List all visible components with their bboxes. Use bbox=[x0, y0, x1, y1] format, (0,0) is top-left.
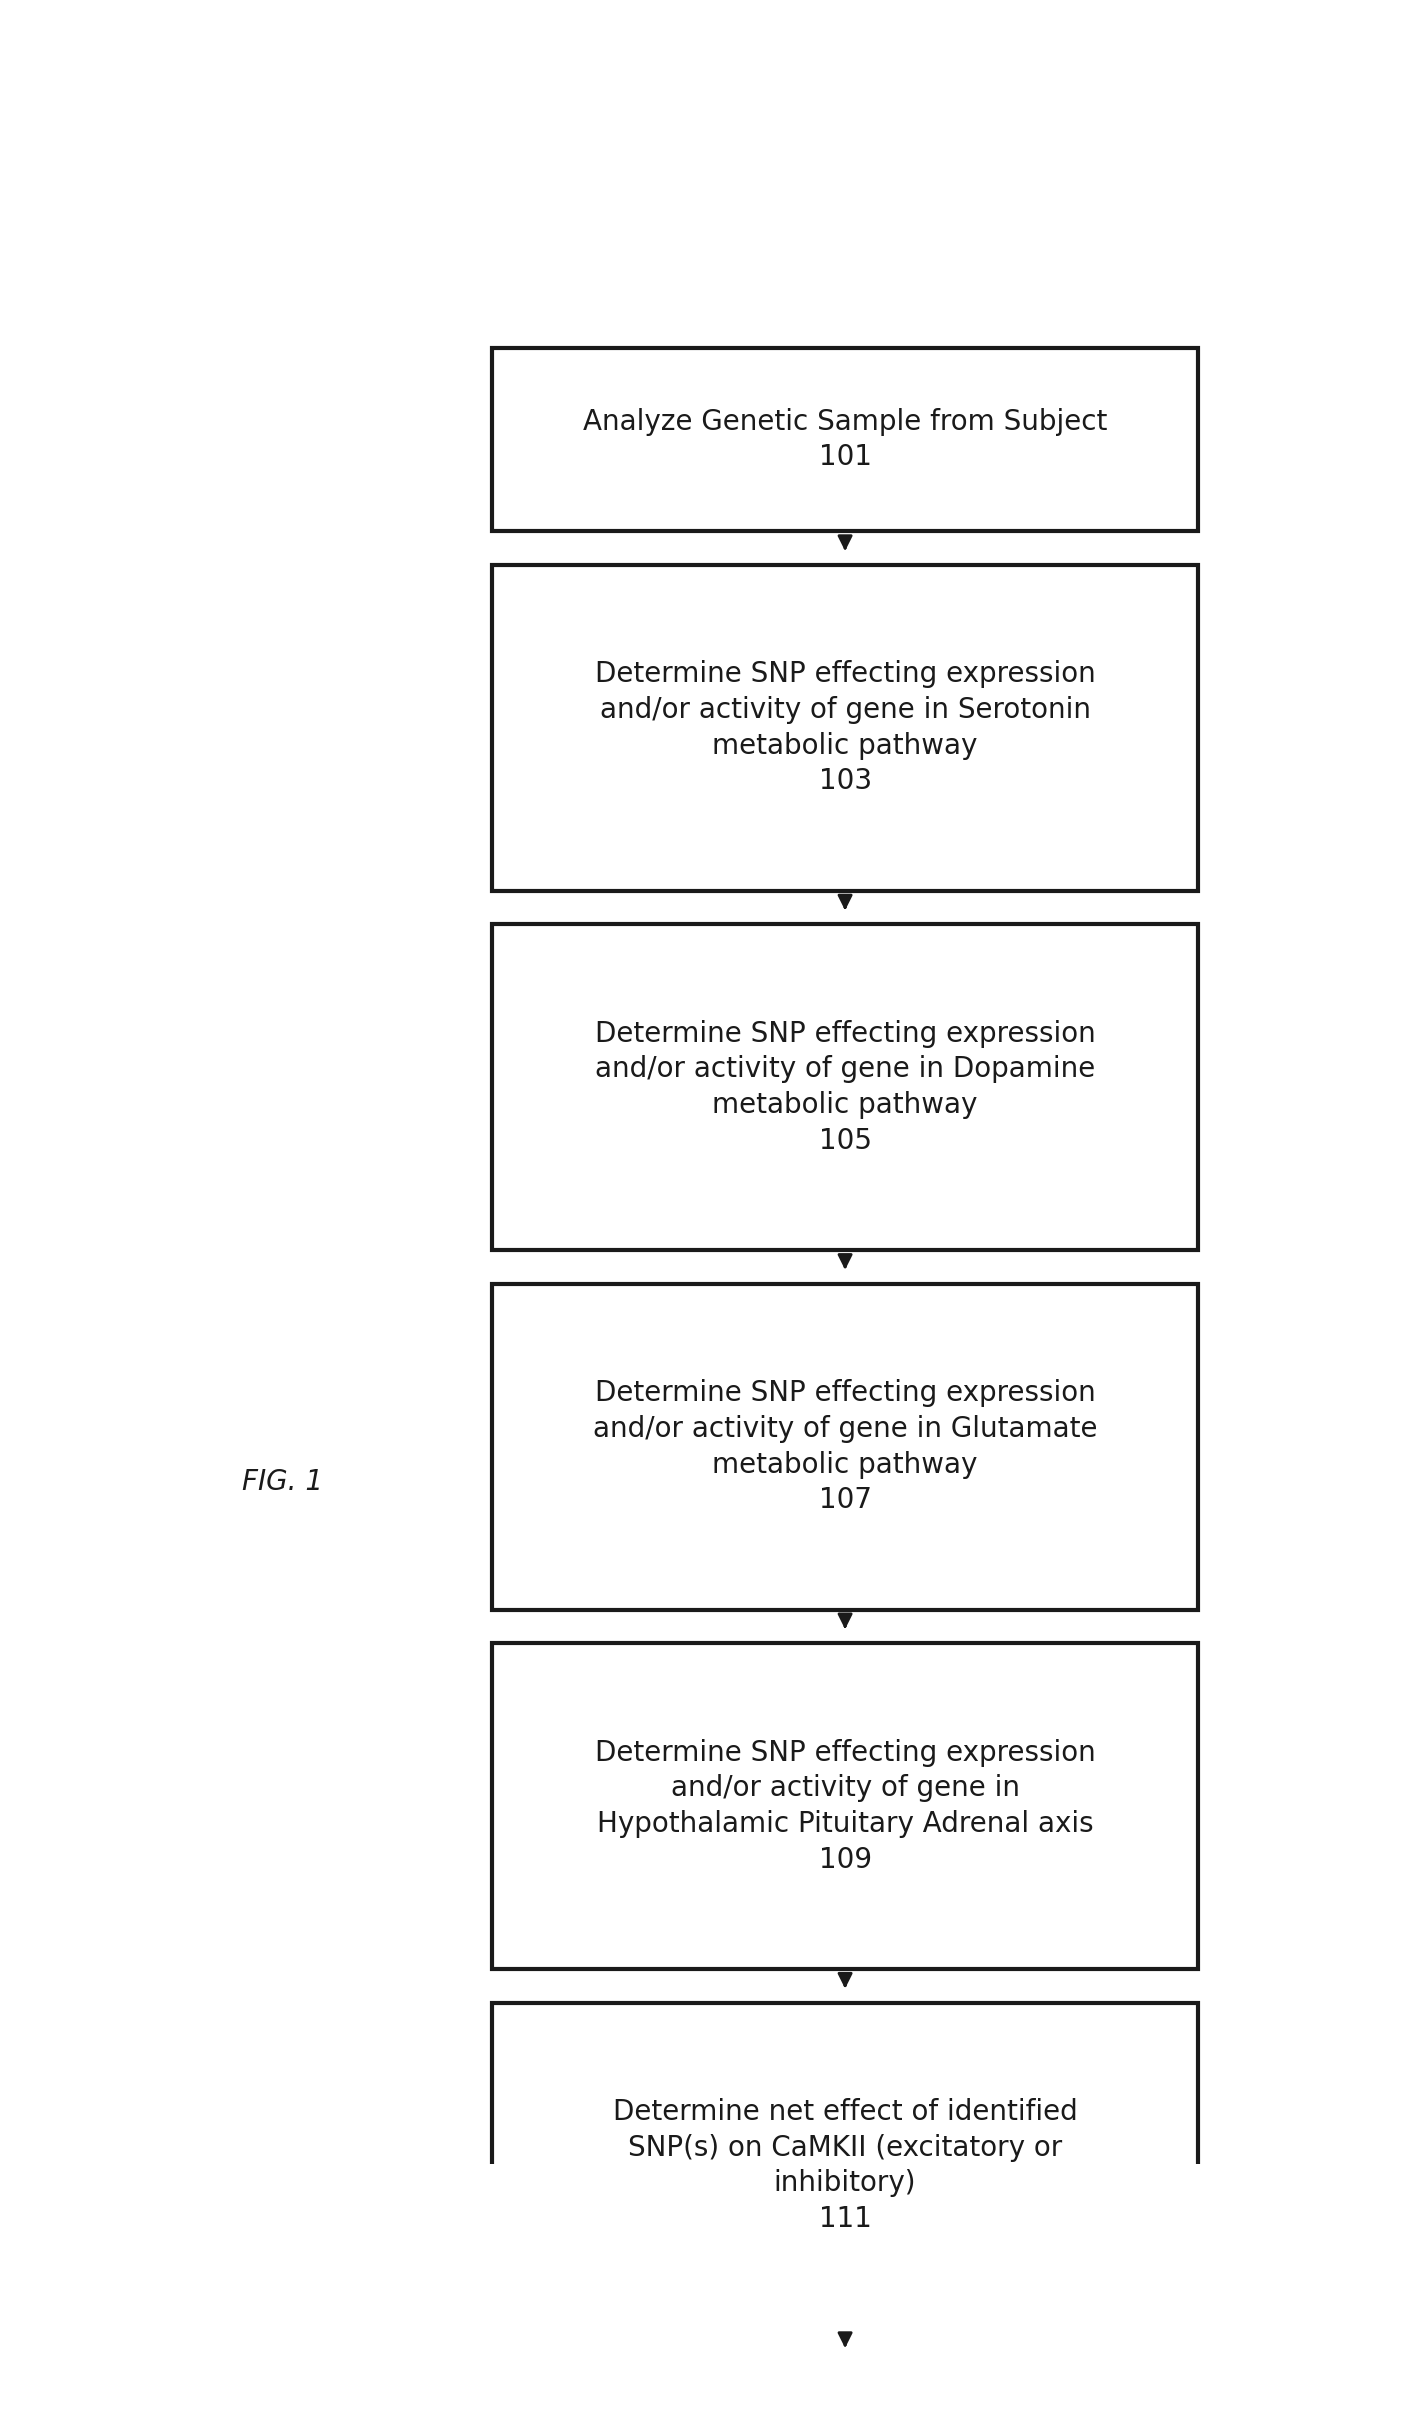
Text: Determine net effect of identified
SNP(s) on CaMKII (excitatory or
inhibitory)
1: Determine net effect of identified SNP(s… bbox=[613, 2098, 1077, 2234]
FancyBboxPatch shape bbox=[492, 564, 1198, 890]
FancyBboxPatch shape bbox=[492, 348, 1198, 532]
FancyBboxPatch shape bbox=[492, 1284, 1198, 1609]
FancyBboxPatch shape bbox=[492, 924, 1198, 1250]
Text: FIG. 1: FIG. 1 bbox=[242, 1468, 323, 1495]
FancyBboxPatch shape bbox=[492, 2003, 1198, 2329]
Text: Determine SNP effecting expression
and/or activity of gene in Glutamate
metaboli: Determine SNP effecting expression and/o… bbox=[593, 1378, 1097, 1515]
FancyBboxPatch shape bbox=[492, 1643, 1198, 1969]
Text: Determine SNP effecting expression
and/or activity of gene in Dopamine
metabolic: Determine SNP effecting expression and/o… bbox=[595, 1019, 1096, 1155]
FancyBboxPatch shape bbox=[492, 2363, 1198, 2431]
Text: Determine SNP effecting expression
and/or activity of gene in
Hypothalamic Pitui: Determine SNP effecting expression and/o… bbox=[595, 1738, 1096, 1874]
Text: Analyze Genetic Sample from Subject
101: Analyze Genetic Sample from Subject 101 bbox=[583, 408, 1107, 472]
Text: Determine SNP effecting expression
and/or activity of gene in Serotonin
metaboli: Determine SNP effecting expression and/o… bbox=[595, 661, 1096, 795]
